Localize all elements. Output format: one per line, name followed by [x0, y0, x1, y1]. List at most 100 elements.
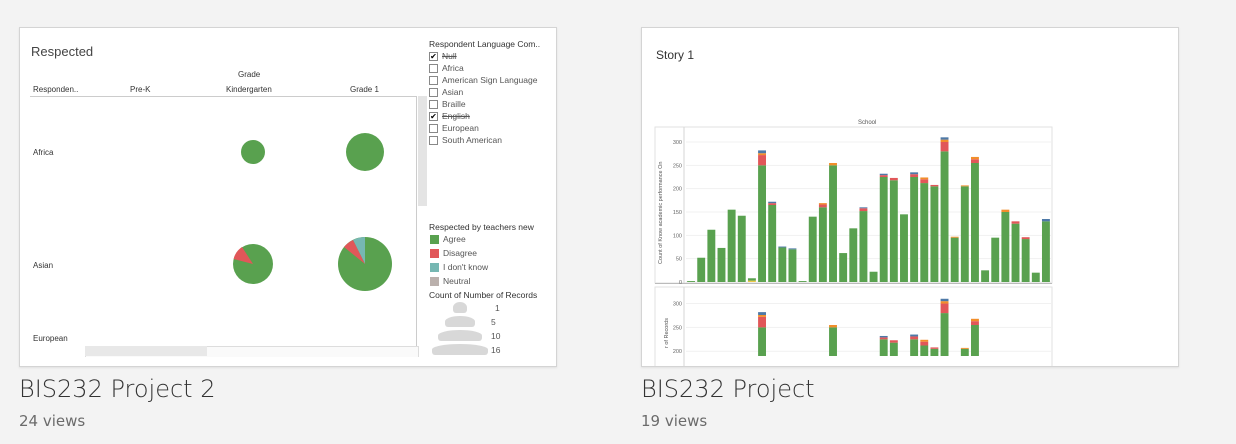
sheet-title: Respected [31, 44, 94, 59]
y-tick-label: 150 [673, 210, 682, 216]
bar-segment [747, 280, 756, 282]
bar-segment [727, 209, 736, 282]
y-tick-label: 250 [673, 325, 682, 331]
bar-segment [889, 342, 898, 356]
pie-slice-disagree [233, 247, 253, 264]
filter-item-label[interactable]: Null [442, 51, 457, 61]
bar-segment [1001, 209, 1010, 212]
bar-segment [940, 151, 949, 282]
y-tick-label: 300 [673, 140, 682, 146]
vertical-scrollbar[interactable] [418, 96, 427, 206]
bar-segment [758, 327, 766, 356]
size-legend-shape [438, 330, 482, 341]
bar-segment [950, 237, 959, 282]
workbook-card-2[interactable]: Story 1 School Count of Know academic pe… [641, 27, 1179, 367]
bar-segment [879, 335, 888, 338]
bar-segment [940, 142, 949, 152]
bar-segment [889, 177, 898, 181]
bar-segment [829, 163, 837, 166]
bar-segment [687, 281, 696, 282]
filter-checkbox[interactable] [429, 124, 438, 133]
filter-item-label[interactable]: European [442, 123, 479, 133]
bar-segment [910, 174, 919, 177]
bar-segment [940, 139, 949, 142]
bar-segment [1021, 237, 1030, 240]
legend-label: I don't know [443, 262, 489, 272]
bar-segment [849, 228, 858, 282]
legend-swatch [430, 263, 439, 272]
bar-segment [869, 271, 878, 282]
column-group-header: Grade [238, 70, 261, 79]
bar-segment [940, 137, 949, 140]
bar-segment [971, 163, 979, 282]
bar-segment [1021, 239, 1030, 282]
y-tick-label: 50 [676, 257, 682, 263]
chart-header-school: School [858, 120, 877, 126]
bar-segment [991, 237, 1000, 282]
bar-segment [971, 318, 979, 322]
bar-segment [697, 257, 706, 282]
size-legend-label: 16 [491, 345, 501, 355]
bar-segment [920, 345, 929, 356]
bar-segment [940, 301, 949, 304]
filter-item-label[interactable]: Asian [442, 87, 464, 97]
filter-checkbox[interactable]: ✔ [429, 52, 438, 61]
y-tick-label: 200 [673, 349, 682, 355]
size-legend-label: 10 [491, 331, 501, 341]
bar-segment [940, 298, 949, 302]
pie-africa-grade1 [346, 133, 384, 171]
filter-checkbox[interactable] [429, 100, 438, 109]
bar-segment [1041, 219, 1050, 222]
bar-segment [971, 159, 979, 163]
bar-segment [940, 313, 949, 356]
pane-divider [416, 96, 417, 356]
bar-segment [839, 253, 848, 282]
horizontal-scrollbar-thumb[interactable] [85, 346, 207, 356]
workbook-views-2: 19 views [641, 412, 708, 430]
bar-segment [778, 246, 787, 248]
bar-segment [920, 177, 929, 180]
legend-label: Disagree [443, 248, 478, 258]
stacked-bar-chart: 300 250 200 150 100 50 0 300 250 200 [654, 126, 1053, 366]
workbook-title-1[interactable]: BIS232 Project 2 [19, 375, 216, 403]
bar-segment [879, 177, 888, 282]
filter-item-label[interactable]: English [442, 111, 470, 121]
workbook-views-1: 24 views [19, 412, 86, 430]
size-legend-label: 1 [495, 303, 500, 313]
filter-checkbox[interactable] [429, 136, 438, 145]
filter-checkbox[interactable]: ✔ [429, 112, 438, 121]
bar-segment [920, 183, 929, 282]
bar-segment [971, 321, 979, 325]
filter-item-label[interactable]: Braille [442, 99, 466, 109]
filter-item-label[interactable]: South American [442, 135, 503, 145]
bar-segment [879, 339, 888, 356]
size-legend-shape [453, 302, 467, 313]
size-legend-title: Count of Number of Records [429, 290, 538, 300]
size-legend-shape [445, 316, 475, 327]
bar-segment [818, 204, 827, 208]
bar-segment [747, 278, 756, 281]
bar-segment [1011, 221, 1020, 224]
bar-segment [971, 325, 979, 356]
workbook-card-1[interactable]: Respected Grade Responden.. Pre-K Kinder… [19, 27, 557, 367]
bar-segment [829, 327, 837, 356]
bar-segment [910, 172, 919, 175]
bar-segment [889, 180, 898, 282]
filter-checkbox[interactable] [429, 64, 438, 73]
y-tick-label: 0 [679, 280, 682, 286]
bar-segment [829, 325, 837, 328]
filter-checkbox[interactable] [429, 76, 438, 85]
filter-checkbox[interactable] [429, 88, 438, 97]
filter-item-label[interactable]: American Sign Language [442, 75, 538, 85]
bar-segment [910, 339, 919, 356]
pie-slice-disagree [344, 240, 365, 264]
bar-segment [758, 316, 766, 328]
workbook-thumbnail-1[interactable]: Respected Grade Responden.. Pre-K Kinder… [20, 28, 556, 366]
filter-item-label[interactable]: Africa [442, 63, 464, 73]
row-header: Responden.. [33, 85, 79, 94]
bar-segment [960, 186, 969, 282]
legend-swatch [430, 235, 439, 244]
workbook-thumbnail-2[interactable]: Story 1 School Count of Know academic pe… [642, 28, 1178, 366]
workbook-title-2[interactable]: BIS232 Project [641, 375, 815, 403]
size-legend-shape [432, 344, 488, 355]
